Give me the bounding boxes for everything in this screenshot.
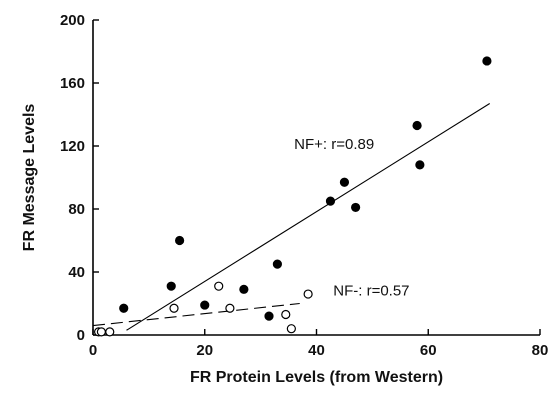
open-data-point	[281, 309, 291, 320]
filled-data-point	[272, 259, 282, 269]
filled-data-point	[412, 120, 422, 131]
filled-data-point	[200, 300, 210, 310]
open-data-point	[225, 303, 235, 313]
y-tick-label: 160	[60, 75, 85, 92]
filled-data-point	[482, 56, 492, 66]
axes	[92, 20, 540, 336]
open-data-point	[286, 324, 296, 334]
data-points	[93, 56, 492, 337]
tick-labels: 0 20 40 60 80 0 40 80 120 160 200	[60, 12, 548, 359]
annotations: NF+: r=0.89 NF-: r=0.57	[294, 136, 409, 299]
filled-data-point	[119, 303, 129, 313]
annotation-label: NF-: r=0.57	[333, 283, 409, 300]
fit-lines	[92, 103, 491, 331]
filled-data-point	[175, 235, 185, 246]
x-axis-title: FR Protein Levels (from Western)	[190, 369, 443, 386]
y-tick-label: 120	[60, 138, 85, 155]
y-tick-label: 80	[68, 201, 85, 218]
x-tick-label: 80	[532, 342, 549, 359]
x-tick-label: 0	[89, 342, 97, 359]
y-tick-label: 0	[77, 327, 85, 344]
open-data-point	[214, 281, 224, 291]
x-tick-label: 40	[308, 342, 325, 359]
x-tick-label: 60	[420, 342, 437, 359]
filled-data-point	[264, 311, 274, 321]
open-data-point	[169, 303, 179, 313]
filled-data-point	[415, 160, 425, 170]
filled-data-point	[166, 281, 176, 291]
filled-data-point	[339, 177, 350, 187]
open-data-point	[105, 327, 115, 337]
y-tick-label: 200	[60, 12, 85, 29]
fit-line-2	[92, 302, 300, 327]
tick-marks	[92, 19, 541, 336]
x-tick-label: 20	[196, 342, 213, 359]
fit-line-1	[126, 103, 491, 331]
filled-data-point	[351, 202, 361, 213]
open-data-point	[303, 289, 313, 299]
y-tick-label: 40	[68, 264, 85, 281]
filled-data-point	[325, 196, 336, 206]
filled-data-point	[239, 284, 249, 294]
annotation-label: NF+: r=0.89	[294, 136, 374, 153]
y-axis-title: FR Message Levels	[21, 104, 38, 252]
open-data-point	[96, 327, 106, 337]
